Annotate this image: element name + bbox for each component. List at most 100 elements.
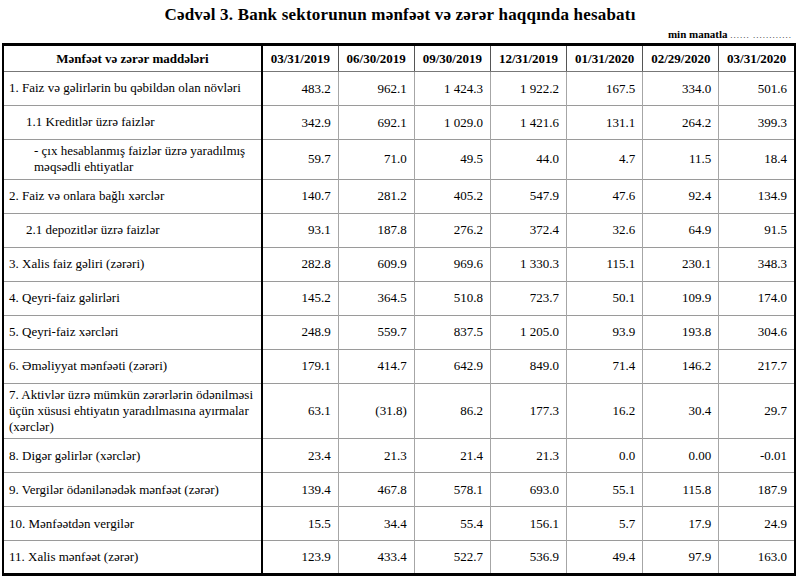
- value-cell: 34.4: [338, 507, 414, 541]
- value-cell: 23.4: [262, 439, 338, 473]
- table-row: 6. Əməliyyat mənfəəti (zərəri)179.1414.7…: [3, 349, 795, 383]
- table-row: 1. Faiz və gəlirlərin bu qəbildən olan n…: [3, 72, 795, 106]
- value-cell: 1 029.0: [414, 106, 490, 140]
- table-row: 5. Qeyri-faiz xərcləri248.9559.7837.51 2…: [3, 315, 795, 349]
- value-cell: 187.8: [338, 213, 414, 247]
- value-cell: 32.6: [567, 213, 643, 247]
- table-row: 11. Xalis mənfəət (zərər)123.9433.4522.7…: [3, 541, 795, 575]
- column-header-date: 06/30/2019: [338, 45, 414, 72]
- value-cell: 849.0: [490, 349, 566, 383]
- value-cell: 16.2: [567, 383, 643, 439]
- value-cell: 1 205.0: [490, 315, 566, 349]
- column-header-items: Mənfəət və zərər maddələri: [3, 45, 262, 72]
- value-cell: 17.9: [643, 507, 719, 541]
- value-cell: 71.0: [338, 140, 414, 180]
- value-cell: 372.4: [490, 213, 566, 247]
- value-cell: 0.0: [567, 439, 643, 473]
- value-cell: 21.4: [414, 439, 490, 473]
- value-cell: 187.9: [719, 473, 795, 507]
- value-cell: (31.8): [338, 383, 414, 439]
- value-cell: 433.4: [338, 541, 414, 575]
- table-row: 2. Faiz və onlara bağlı xərclər140.7281.…: [3, 179, 795, 213]
- value-cell: 177.3: [490, 383, 566, 439]
- table-row: 10. Mənfəətdən vergilər15.534.455.4156.1…: [3, 507, 795, 541]
- value-cell: 281.2: [338, 179, 414, 213]
- row-label: 3. Xalis faiz gəliri (zərəri): [3, 247, 262, 281]
- value-cell: 55.1: [567, 473, 643, 507]
- value-cell: 156.1: [490, 507, 566, 541]
- table-row: 8. Digər gəlirlər (xərclər)23.421.321.42…: [3, 439, 795, 473]
- value-cell: 193.8: [643, 315, 719, 349]
- value-cell: 692.1: [338, 106, 414, 140]
- table-row: 2.1 depozitlər üzrə faizlər93.1187.8276.…: [3, 213, 795, 247]
- value-cell: 145.2: [262, 281, 338, 315]
- value-cell: 44.0: [490, 140, 566, 180]
- column-header-date: 03/31/2020: [719, 45, 795, 72]
- value-cell: 0.00: [643, 439, 719, 473]
- table-row: 3. Xalis faiz gəliri (zərəri)282.8609.99…: [3, 247, 795, 281]
- column-header-date: 09/30/2019: [414, 45, 490, 72]
- value-cell: 962.1: [338, 72, 414, 106]
- value-cell: 536.9: [490, 541, 566, 575]
- value-cell: 179.1: [262, 349, 338, 383]
- row-label: 9. Vergilər ödənilənədək mənfəət (zərər): [3, 473, 262, 507]
- value-cell: 140.7: [262, 179, 338, 213]
- value-cell: 63.1: [262, 383, 338, 439]
- value-cell: 30.4: [643, 383, 719, 439]
- value-cell: 304.6: [719, 315, 795, 349]
- row-label: 7. Aktivlər üzrə mümkün zərərlərin ödəni…: [3, 383, 262, 439]
- value-cell: 467.8: [338, 473, 414, 507]
- value-cell: 723.7: [490, 281, 566, 315]
- value-cell: 483.2: [262, 72, 338, 106]
- value-cell: 414.7: [338, 349, 414, 383]
- row-label: - çıx hesablanmış faizlər üzrə yaradılmı…: [3, 140, 262, 180]
- value-cell: 174.0: [719, 281, 795, 315]
- value-cell: 510.8: [414, 281, 490, 315]
- row-label: 1. Faiz və gəlirlərin bu qəbildən olan n…: [3, 72, 262, 106]
- value-cell: 282.8: [262, 247, 338, 281]
- row-label: 5. Qeyri-faiz xərcləri: [3, 315, 262, 349]
- unit-note: min manatla ...... ............: [2, 28, 798, 42]
- value-cell: 1 330.3: [490, 247, 566, 281]
- value-cell: 1 424.3: [414, 72, 490, 106]
- row-label: 1.1 Kreditlər üzrə faizlər: [3, 106, 262, 140]
- table-row: 7. Aktivlər üzrə mümkün zərərlərin ödəni…: [3, 383, 795, 439]
- value-cell: 609.9: [338, 247, 414, 281]
- value-cell: 693.0: [490, 473, 566, 507]
- header-row: Mənfəət və zərər maddələri03/31/201906/3…: [3, 45, 795, 72]
- value-cell: 578.1: [414, 473, 490, 507]
- value-cell: 93.1: [262, 213, 338, 247]
- value-cell: 1 922.2: [490, 72, 566, 106]
- row-label: 11. Xalis mənfəət (zərər): [3, 541, 262, 575]
- value-cell: 348.3: [719, 247, 795, 281]
- value-cell: 642.9: [414, 349, 490, 383]
- value-cell: -0.01: [719, 439, 795, 473]
- table-body: 1. Faiz və gəlirlərin bu qəbildən olan n…: [3, 72, 795, 575]
- value-cell: 115.1: [567, 247, 643, 281]
- value-cell: 522.7: [414, 541, 490, 575]
- value-cell: 59.7: [262, 140, 338, 180]
- value-cell: 49.5: [414, 140, 490, 180]
- unit-note-text: min manatla: [668, 28, 728, 40]
- table-row: 4. Qeyri-faiz gəlirləri145.2364.5510.872…: [3, 281, 795, 315]
- table-header: Mənfəət və zərər maddələri03/31/201906/3…: [3, 45, 795, 72]
- value-cell: 50.1: [567, 281, 643, 315]
- value-cell: 163.0: [719, 541, 795, 575]
- value-cell: 969.6: [414, 247, 490, 281]
- value-cell: 91.5: [719, 213, 795, 247]
- table-row: - çıx hesablanmış faizlər üzrə yaradılmı…: [3, 140, 795, 180]
- row-label: 2. Faiz və onlara bağlı xərclər: [3, 179, 262, 213]
- value-cell: 131.1: [567, 106, 643, 140]
- value-cell: 248.9: [262, 315, 338, 349]
- value-cell: 15.5: [262, 507, 338, 541]
- row-label: 6. Əməliyyat mənfəəti (zərəri): [3, 349, 262, 383]
- column-header-date: 12/31/2019: [490, 45, 566, 72]
- value-cell: 146.2: [643, 349, 719, 383]
- value-cell: 276.2: [414, 213, 490, 247]
- page-title: Cədvəl 3. Bank sektorunun mənfəət və zər…: [2, 5, 798, 25]
- row-label: 10. Mənfəətdən vergilər: [3, 507, 262, 541]
- row-label: 4. Qeyri-faiz gəlirləri: [3, 281, 262, 315]
- value-cell: 92.4: [643, 179, 719, 213]
- value-cell: 64.9: [643, 213, 719, 247]
- value-cell: 399.3: [719, 106, 795, 140]
